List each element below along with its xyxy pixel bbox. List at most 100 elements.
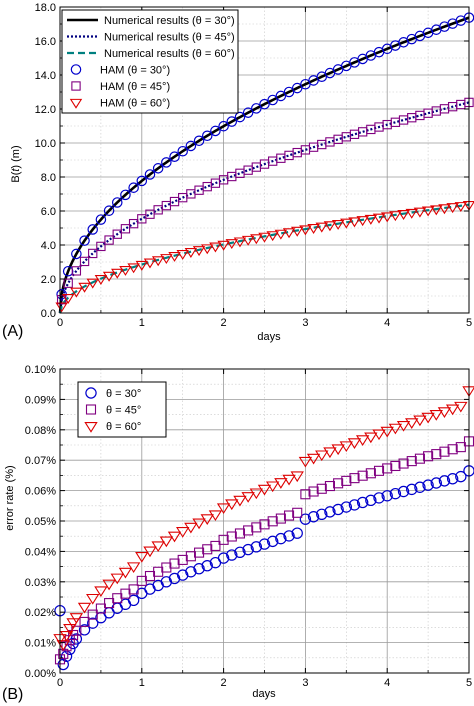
chart-b-series-60-point <box>290 471 304 483</box>
chart-a-series-ham-60-point <box>307 224 320 234</box>
chart-b-series-60-point <box>59 631 74 642</box>
chart-b-y-axis-label: error rate (%) <box>4 465 16 530</box>
chart-a-series-ham-60-point <box>225 239 238 250</box>
chart-a-series-ham-30-point <box>161 157 172 168</box>
chart-a-series-ham-60-point <box>291 226 304 237</box>
chart-a-series-ham-60-point <box>192 246 206 257</box>
chart-a-series-ham-60-point <box>233 237 247 248</box>
chart-b-series-45-point <box>308 486 319 497</box>
chart-b-series-45-point <box>210 540 221 551</box>
chart-b-series-60-point <box>306 453 321 465</box>
chart-a-series-ham-60-point <box>143 258 157 269</box>
chart-a-legend-entry: HAM (θ = 30°) <box>100 65 170 77</box>
chart-b-legend: θ = 30° θ = 45° θ = 60° <box>77 381 167 438</box>
chart-a-series-ham-30-point <box>267 94 278 106</box>
chart-b-series-60-point <box>216 503 231 515</box>
chart-b-series <box>53 386 474 671</box>
chart-a-series-ham-60-point <box>348 217 361 228</box>
chart-a-legend-swatch <box>71 81 81 91</box>
chart-b-series-30-point <box>185 566 197 578</box>
chart-a-y-tick-label: 4.0 <box>41 240 56 252</box>
chart-b-series-30-point <box>291 527 303 539</box>
chart-b-series-60-point <box>405 418 419 429</box>
chart-a-series-ham-60-point <box>184 248 198 258</box>
chart-a-x-tick-label: 4 <box>384 317 390 329</box>
chart-b-series-60-point <box>192 518 206 530</box>
chart-b-series-60-point <box>331 444 345 456</box>
chart-a-series-ham-60-point <box>405 208 418 219</box>
chart-b-y-tick-label: 0.01% <box>25 638 56 650</box>
chart-b-series-45-point <box>79 616 90 627</box>
chart-b-series-60-point <box>282 474 296 486</box>
chart-b-series-45-point <box>283 510 295 521</box>
chart-b-series-45-point <box>316 483 327 494</box>
chart-a-legend-entry: Numerical results (θ = 30°) <box>104 15 235 27</box>
chart-a-series-ham-45-point <box>120 224 131 234</box>
chart-b-series-60-point <box>233 495 247 507</box>
chart-b-legend-entry: θ = 30° <box>106 388 141 400</box>
chart-b-series-30-point <box>266 535 279 548</box>
chart-b-legend-swatch <box>85 387 97 399</box>
chart-a-series-ham-60-point <box>315 222 328 233</box>
chart-b-series-60-point <box>63 624 77 635</box>
chart-b-series-45-point <box>373 465 385 476</box>
chart-a-legend: Numerical results (θ = 30°) Numerical res… <box>61 9 239 114</box>
chart-b-series-60-point <box>69 613 84 624</box>
chart-a-series-ham-60-point <box>168 251 181 262</box>
chart-a-y-tick-label: 10.0 <box>35 138 56 150</box>
chart-b-series-45-point <box>455 442 466 453</box>
chart-b-series-60-point <box>274 478 288 489</box>
chart-b-series-30-point <box>78 624 91 636</box>
chart-b-series-60-point <box>347 438 362 450</box>
chart-a-series-ham-45-point <box>104 235 114 245</box>
chart-a-y-tick-label: 16.0 <box>35 36 56 48</box>
chart-a-series-ham-60-point <box>430 205 443 216</box>
chart-b-series-60-point <box>110 573 124 585</box>
chart-a-series-numerical-results-30-line <box>58 16 470 314</box>
chart-a-series-ham-30-point <box>103 205 115 216</box>
chart-b-y-tick-label: 0.06% <box>25 486 56 498</box>
chart-a-series-ham-45-point <box>79 256 90 267</box>
chart-a-y-tick-label: 8.0 <box>41 172 56 184</box>
chart-a-series-ham-30-point <box>251 103 262 114</box>
chart-b-series-60-point <box>86 593 100 605</box>
chart-b-series-45-point <box>275 513 286 524</box>
chart-a-series-ham-60-point <box>61 293 75 304</box>
chart-a-series-ham-60-point <box>119 265 132 276</box>
chart-b-legend-entry: θ = 45° <box>106 405 141 417</box>
chart-b-series-30-point <box>406 483 418 496</box>
chart-b-series-30-point <box>250 541 263 553</box>
chart-b-x-tick-label: 5 <box>466 677 472 689</box>
chart-b-series-30-point <box>242 543 254 556</box>
chart-a-series-ham-60-point <box>397 210 410 220</box>
chart-a-series-ham-30-point <box>169 151 180 162</box>
chart-b-series-30-point <box>397 485 410 498</box>
chart-b-y-tick-label: 0.07% <box>25 455 56 467</box>
chart-b-series-45-point <box>194 547 205 558</box>
chart-b-y-tick-label: 0.10% <box>25 364 56 376</box>
chart-b-series-60-point <box>396 420 411 432</box>
chart-a-series-ham-60-point <box>151 256 165 267</box>
chart-a-series-ham-60-point <box>241 235 255 246</box>
chart-b-x-tick-label: 0 <box>57 677 63 689</box>
chart-b-series-45-point <box>234 528 246 539</box>
chart-b-series-30-point <box>234 546 246 559</box>
chart-a-y-tick-label: 14.0 <box>35 70 56 82</box>
chart-b-series-45-point <box>414 453 425 464</box>
chart-b-series-30-point <box>332 503 344 516</box>
chart-b-legend-box <box>77 381 167 438</box>
chart-a-series-ham-60-point <box>331 219 345 230</box>
chart-b-series-60-point <box>380 426 394 438</box>
chart-b-series-60-point <box>388 423 403 435</box>
chart-b-series-60-point <box>159 536 174 548</box>
chart-b-series-30-point <box>340 501 352 513</box>
chart-b-series-45-point <box>333 478 344 489</box>
chart-b-series-60-point <box>135 551 149 563</box>
chart-a-legend-swatch <box>70 64 82 75</box>
chart-a-series-ham-30-point <box>95 214 107 225</box>
chart-b-series-45-point <box>128 584 139 595</box>
chart-b-series-60-point <box>208 510 223 522</box>
chart-a-x-tick-label: 5 <box>466 317 472 329</box>
chart-b-series-60-point <box>315 450 329 462</box>
